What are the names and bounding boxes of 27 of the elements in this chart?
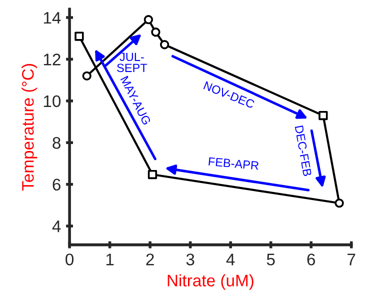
point <box>318 110 328 120</box>
x-axis-title: Nitrate (uM) <box>168 274 254 290</box>
y-tick-label: 6 <box>52 178 60 191</box>
annotation: DEC-FEB <box>294 126 312 176</box>
point <box>160 40 170 50</box>
y-tick-label: 10 <box>44 95 61 108</box>
x-tick-label: 0 <box>66 254 74 266</box>
x-tick-label: 7 <box>348 254 356 266</box>
point <box>151 28 160 37</box>
point <box>74 32 84 41</box>
annotation: FEB-APR <box>208 157 259 170</box>
point <box>82 71 92 80</box>
y-tick-label: 14 <box>44 12 61 24</box>
x-tick-label: 3 <box>186 254 194 266</box>
x-tick-label: 2 <box>146 254 154 266</box>
point <box>148 170 158 180</box>
y-tick-label: 8 <box>52 137 60 149</box>
point <box>144 15 154 24</box>
x-tick-label: 4 <box>226 254 235 266</box>
point <box>334 198 344 208</box>
x-tick-label: 1 <box>106 254 114 266</box>
x-tick-label: 5 <box>266 254 275 266</box>
y-axis-title: Temperature (°C) <box>22 64 38 191</box>
y-tick-label: 12 <box>44 54 60 66</box>
annotation: JUL- SEPT <box>117 52 148 72</box>
x-tick-label: 6 <box>307 254 315 266</box>
y-tick-label: 4 <box>52 220 61 232</box>
